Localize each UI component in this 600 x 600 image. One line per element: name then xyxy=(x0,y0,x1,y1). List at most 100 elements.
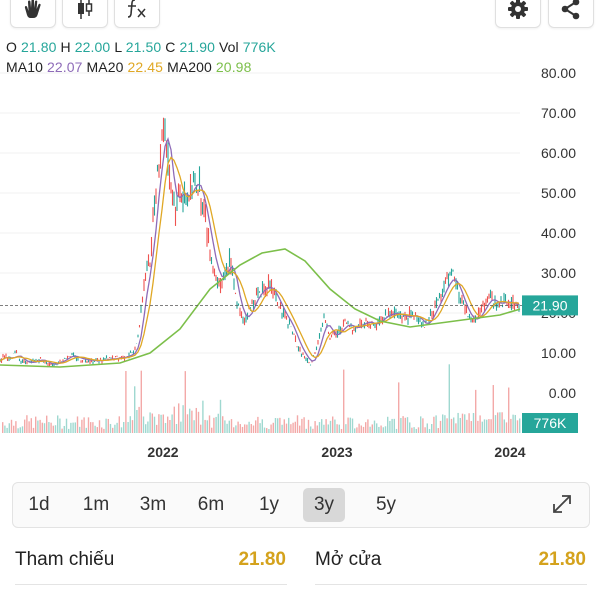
volume-bar xyxy=(411,427,413,433)
volume-bar xyxy=(21,426,24,433)
timeframe-6m[interactable]: 6m xyxy=(197,494,225,515)
share-icon xyxy=(561,0,580,20)
volume-bar xyxy=(356,427,358,433)
volume-bar xyxy=(182,405,184,433)
indicators-button[interactable] xyxy=(114,0,160,28)
ma10-line xyxy=(0,136,520,365)
volume-bar xyxy=(347,417,349,433)
volume-bar xyxy=(285,423,288,433)
volume-bar xyxy=(87,417,90,433)
timeframe-1m[interactable]: 1m xyxy=(82,494,110,515)
stats-divider xyxy=(15,584,287,585)
ma200-line xyxy=(0,248,521,368)
volume-bar xyxy=(393,418,395,433)
volume-bar xyxy=(415,428,417,433)
ohlc-readout: O 21.80 H 22.00 L 21.50 C 21.90 Vol 776K xyxy=(6,39,276,55)
volume-bar xyxy=(380,425,382,433)
volume-bar xyxy=(519,418,521,433)
volume-bar xyxy=(101,427,103,433)
volume-bar xyxy=(202,400,204,433)
reference-price-value: 21.80 xyxy=(238,549,286,570)
share-button[interactable] xyxy=(548,0,594,28)
volume-bar xyxy=(105,418,107,433)
volume-bar xyxy=(332,416,334,433)
volume-bar xyxy=(512,414,514,433)
volume-bar xyxy=(169,419,171,433)
volume-bar xyxy=(19,427,21,433)
volume-bar xyxy=(481,421,483,433)
timeframe-3y[interactable]: 3y xyxy=(303,488,345,522)
volume-bar xyxy=(281,424,283,433)
timeframe-1d[interactable]: 1d xyxy=(28,494,50,515)
settings-button[interactable] xyxy=(495,0,541,28)
ma20-label: MA20 xyxy=(86,59,124,75)
volume-bar xyxy=(70,422,72,433)
volume-bar xyxy=(501,412,503,433)
volume-bar xyxy=(345,424,347,433)
volume-bar xyxy=(488,419,490,433)
price-chart[interactable]: 80.0070.0060.0050.0040.0030.0020.0010.00… xyxy=(0,55,600,470)
volume-bar xyxy=(349,417,351,433)
fullscreen-icon[interactable] xyxy=(549,491,575,517)
volume-bar xyxy=(250,423,252,433)
volume-bar xyxy=(369,426,371,433)
volume-bar xyxy=(226,423,228,433)
open-price-value: 21.80 xyxy=(538,549,586,570)
volume-bar xyxy=(52,425,54,433)
volume-bar xyxy=(259,423,261,433)
volume-bar xyxy=(17,428,19,433)
volume-bar xyxy=(32,427,35,433)
volume-bar xyxy=(450,418,453,433)
timeframe-5y[interactable]: 5y xyxy=(375,494,397,515)
volume-bar xyxy=(167,416,169,433)
low-label: L xyxy=(114,39,122,55)
volume-bar xyxy=(237,421,239,433)
volume-bar xyxy=(371,424,373,433)
timeframe-1y[interactable]: 1y xyxy=(258,494,280,515)
high-label: H xyxy=(60,39,71,55)
ma200-value: 20.98 xyxy=(215,59,252,75)
volume-bar xyxy=(404,417,406,433)
volume-bar xyxy=(279,417,281,433)
volume-bar xyxy=(189,408,191,433)
volume-bar xyxy=(514,414,516,433)
volume-bar xyxy=(316,425,318,433)
volume-bar xyxy=(138,406,140,433)
timeframe-3m[interactable]: 3m xyxy=(139,494,167,515)
volume-bar xyxy=(248,421,250,433)
volume-bar xyxy=(160,414,162,433)
volume-bar xyxy=(149,412,151,433)
chart-type-button[interactable] xyxy=(62,0,108,28)
x-tick-label: 2023 xyxy=(321,444,352,460)
volume-bar xyxy=(433,416,435,433)
volume-bar xyxy=(59,418,61,433)
volume-bar xyxy=(92,422,94,433)
close-value: 21.90 xyxy=(179,39,215,55)
volume-bar xyxy=(255,420,257,433)
candlestick-icon xyxy=(78,0,93,19)
volume-bar xyxy=(178,403,180,433)
volume-bar xyxy=(439,420,442,433)
volume-bar xyxy=(213,417,215,433)
close-label: C xyxy=(165,39,176,55)
volume-bar xyxy=(288,417,290,433)
volume-bar xyxy=(400,417,402,433)
volume-bar xyxy=(186,414,189,433)
y-tick-label: 70.00 xyxy=(541,105,576,121)
open-label: O xyxy=(6,39,17,55)
volume-bar xyxy=(406,417,409,433)
volume-bar xyxy=(299,425,301,433)
volume-bar xyxy=(426,423,428,433)
volume-bar xyxy=(327,424,329,433)
ma200-label: MA200 xyxy=(167,59,212,75)
volume-bar xyxy=(145,424,147,433)
volume-bar xyxy=(175,424,178,433)
hand-pan-button[interactable] xyxy=(10,0,56,28)
volume-bar xyxy=(244,424,246,433)
volume-bar xyxy=(193,420,195,433)
volume-bar xyxy=(367,419,369,433)
volume-bar xyxy=(153,416,156,433)
volume-bar xyxy=(158,414,160,433)
volume-bar xyxy=(85,427,87,433)
volume-bar xyxy=(252,425,255,433)
